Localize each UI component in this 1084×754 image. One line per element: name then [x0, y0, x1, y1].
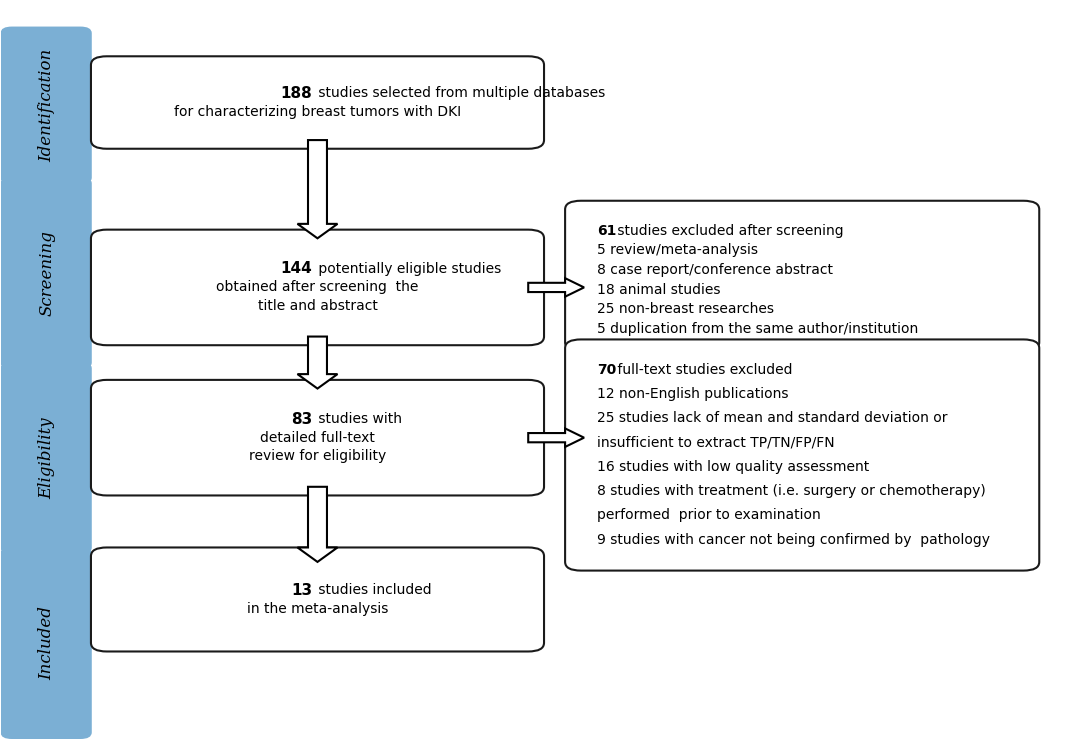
Text: 16 studies with low quality assessment: 16 studies with low quality assessment [596, 460, 869, 474]
Text: studies excluded after screening: studies excluded after screening [612, 224, 843, 238]
Text: in the meta-analysis: in the meta-analysis [247, 602, 388, 616]
FancyBboxPatch shape [91, 57, 544, 149]
FancyBboxPatch shape [1, 363, 91, 553]
Text: 144: 144 [281, 262, 312, 277]
FancyArrow shape [297, 336, 337, 388]
FancyArrow shape [528, 428, 584, 447]
Text: 25 studies lack of mean and standard deviation or: 25 studies lack of mean and standard dev… [596, 411, 947, 425]
Text: full-text studies excluded: full-text studies excluded [612, 363, 792, 376]
Text: 83: 83 [291, 412, 312, 427]
Text: studies selected from multiple databases: studies selected from multiple databases [314, 86, 606, 100]
Text: Included: Included [38, 606, 55, 680]
Text: 9 studies with cancer not being confirmed by  pathology: 9 studies with cancer not being confirme… [596, 532, 990, 547]
FancyArrow shape [297, 140, 337, 238]
Text: 61: 61 [596, 224, 616, 238]
Text: 188: 188 [281, 86, 312, 101]
Text: studies with: studies with [314, 412, 402, 426]
Text: potentially eligible studies: potentially eligible studies [314, 262, 502, 276]
Text: insufficient to extract TP/TN/FP/FN: insufficient to extract TP/TN/FP/FN [596, 436, 835, 449]
Text: title and abstract: title and abstract [258, 299, 377, 313]
Text: review for eligibility: review for eligibility [249, 449, 386, 463]
FancyBboxPatch shape [1, 27, 91, 183]
FancyArrow shape [297, 487, 337, 562]
Text: 70: 70 [596, 363, 616, 376]
Text: performed  prior to examination: performed prior to examination [596, 508, 821, 523]
FancyBboxPatch shape [91, 547, 544, 651]
Text: 8 case report/conference abstract: 8 case report/conference abstract [596, 263, 833, 277]
FancyArrow shape [528, 278, 584, 296]
Text: obtained after screening  the: obtained after screening the [217, 280, 418, 294]
Text: studies included: studies included [314, 584, 431, 597]
FancyBboxPatch shape [91, 230, 544, 345]
FancyBboxPatch shape [1, 547, 91, 738]
Text: Identification: Identification [38, 49, 55, 162]
Text: 5 review/meta-analysis: 5 review/meta-analysis [596, 244, 758, 257]
Text: Eligibility: Eligibility [38, 417, 55, 498]
Text: 5 duplication from the same author/institution: 5 duplication from the same author/insti… [596, 322, 918, 336]
Text: detailed full-text: detailed full-text [260, 431, 375, 445]
FancyBboxPatch shape [91, 380, 544, 495]
FancyBboxPatch shape [1, 178, 91, 369]
Text: for characterizing breast tumors with DKI: for characterizing breast tumors with DK… [173, 105, 461, 119]
FancyBboxPatch shape [565, 201, 1040, 351]
Text: 8 studies with treatment (i.e. surgery or chemotherapy): 8 studies with treatment (i.e. surgery o… [596, 484, 985, 498]
Text: Screening: Screening [38, 230, 55, 316]
Text: 12 non-English publications: 12 non-English publications [596, 387, 788, 401]
Text: 25 non-breast researches: 25 non-breast researches [596, 302, 774, 316]
Text: 18 animal studies: 18 animal studies [596, 283, 720, 296]
FancyBboxPatch shape [565, 339, 1040, 571]
Text: 13: 13 [292, 583, 312, 598]
